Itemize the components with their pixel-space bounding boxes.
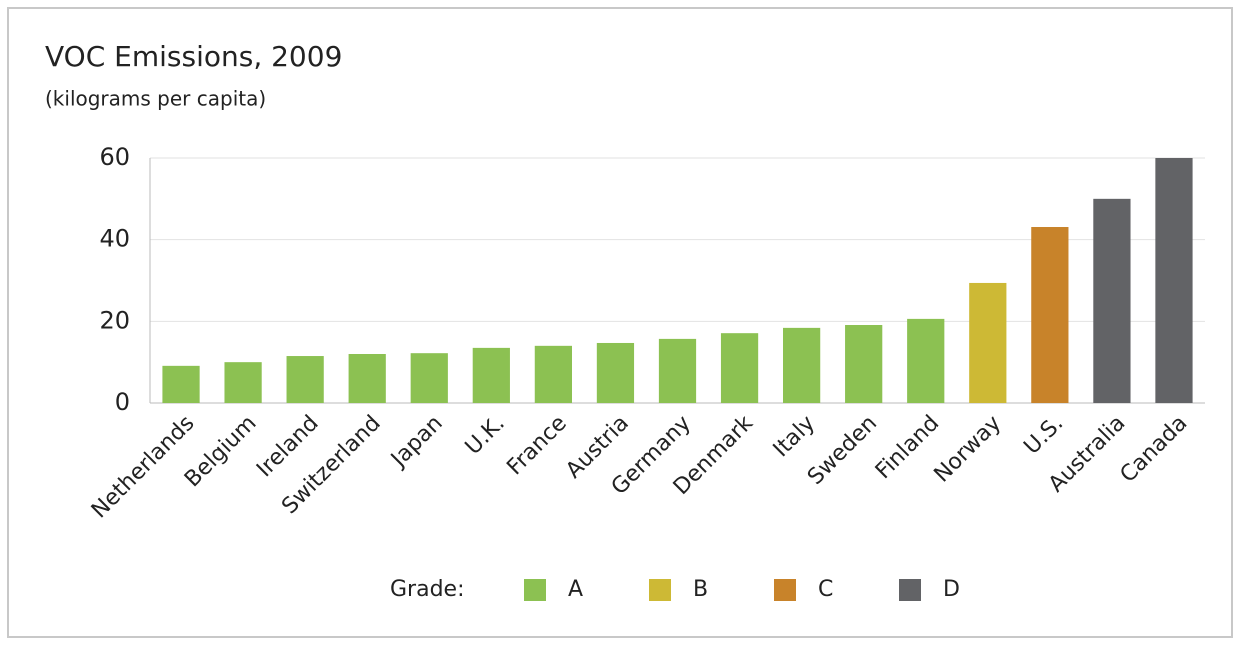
bar — [1093, 198, 1131, 403]
bar — [162, 365, 200, 403]
y-tick-label: 60 — [99, 143, 130, 171]
legend-swatch — [899, 579, 921, 601]
bar — [224, 362, 262, 403]
legend-label: D — [943, 577, 960, 602]
y-tick-label: 0 — [115, 388, 130, 416]
legend-title: Grade: — [390, 577, 465, 602]
bar — [720, 333, 759, 403]
legend-swatch — [649, 579, 671, 601]
chart-title: VOC Emissions, 2009 — [45, 40, 342, 73]
bar — [658, 338, 697, 403]
y-tick-label: 40 — [99, 225, 130, 253]
chart-subtitle: (kilograms per capita) — [45, 87, 266, 111]
bar — [969, 282, 1007, 403]
bar — [472, 347, 510, 403]
bar — [348, 354, 386, 403]
bar — [1031, 227, 1069, 403]
legend-label: B — [693, 577, 708, 602]
bar — [286, 356, 324, 403]
legend-swatch — [774, 579, 796, 601]
y-tick-label: 20 — [99, 306, 130, 334]
legend-label: C — [818, 577, 833, 602]
bar — [1155, 158, 1193, 403]
bar — [845, 325, 883, 403]
bar — [596, 342, 635, 403]
bar — [907, 318, 945, 403]
legend-swatch — [524, 579, 546, 601]
bar — [534, 345, 572, 403]
frame — [7, 7, 1233, 638]
bar — [783, 327, 821, 403]
legend-label: A — [568, 577, 583, 602]
bar — [410, 353, 448, 403]
